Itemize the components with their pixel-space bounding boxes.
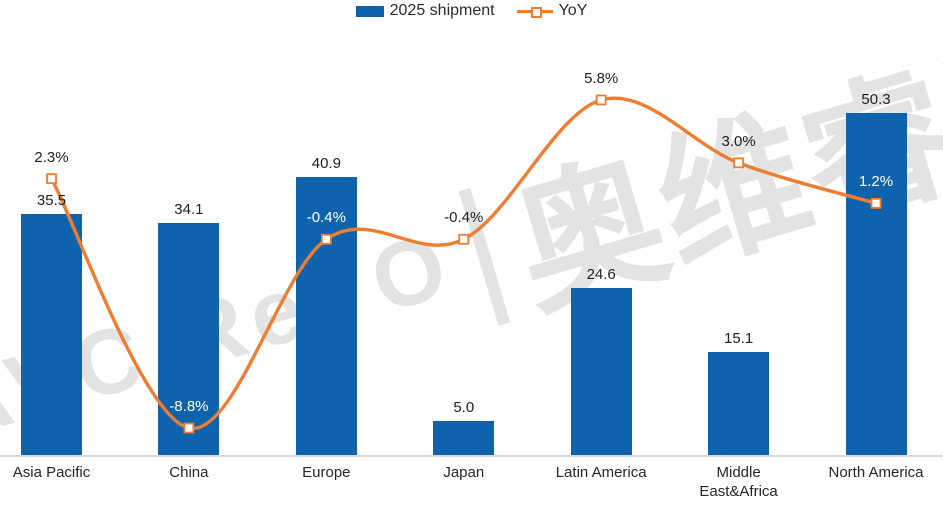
bar-value-label-north-america: 50.3 [861, 90, 891, 108]
bar-value-label-china: 34.1 [174, 201, 204, 219]
bar-value-label-middle-east-africa: 15.1 [723, 330, 754, 348]
watermark-separator: | [437, 157, 524, 330]
bar-latin-america [570, 287, 632, 455]
yoy-marker-asia-pacific [46, 173, 57, 185]
legend-line-marker [530, 6, 542, 18]
bar-middle-east-africa [708, 352, 770, 455]
legend-line-swatch-icon [516, 6, 553, 18]
legend-item-2025-shipment: 2025 shipment [355, 2, 495, 20]
x-axis-label-middle-east-africa: Middle East&Africa [699, 464, 778, 500]
bar-value-label-japan: 5.0 [453, 399, 475, 416]
yoy-label-latin-america: 5.8% [584, 69, 619, 87]
bar-north-america [845, 112, 907, 455]
legend-item-yoy: YoY [516, 2, 588, 20]
legend-label-2025-shipment: 2025 shipment [389, 2, 495, 19]
bar-japan [433, 421, 495, 455]
bar-asia-pacific [21, 213, 82, 455]
yoy-label-middle-east-africa: 3.0% [721, 132, 756, 150]
bar-value-label-europe: 40.9 [311, 154, 341, 172]
x-axis-label-north-america: North America [828, 464, 924, 481]
bar-value-label-latin-america: 24.6 [586, 265, 616, 283]
yoy-label-north-america: 1.2% [858, 173, 894, 191]
bar-china [158, 223, 220, 455]
yoy-label-asia-pacific: 2.3% [34, 148, 69, 166]
yoy-marker-middle-east-africa [733, 157, 744, 169]
x-axis-line [0, 455, 943, 457]
chart-legend: 2025 shipment YoY [0, 2, 943, 20]
yoy-marker-japan [458, 233, 470, 245]
x-axis-label-japan: Japan [443, 464, 485, 481]
x-axis-label-china: China [169, 464, 209, 481]
legend-label-yoy: YoY [558, 2, 588, 19]
bar-value-label-asia-pacific: 35.5 [36, 191, 67, 209]
yoy-marker-latin-america [595, 94, 607, 106]
x-axis-label-europe: Europe [302, 464, 351, 481]
yoy-label-china: -8.8% [169, 398, 209, 416]
legend-bar-swatch-icon [355, 5, 384, 17]
yoy-label-europe: -0.4% [306, 209, 346, 227]
yoy-label-japan: -0.4% [444, 209, 484, 227]
x-axis-label-latin-america: Latin America [555, 464, 647, 481]
x-axis-label-asia-pacific: Asia Pacific [12, 464, 91, 481]
